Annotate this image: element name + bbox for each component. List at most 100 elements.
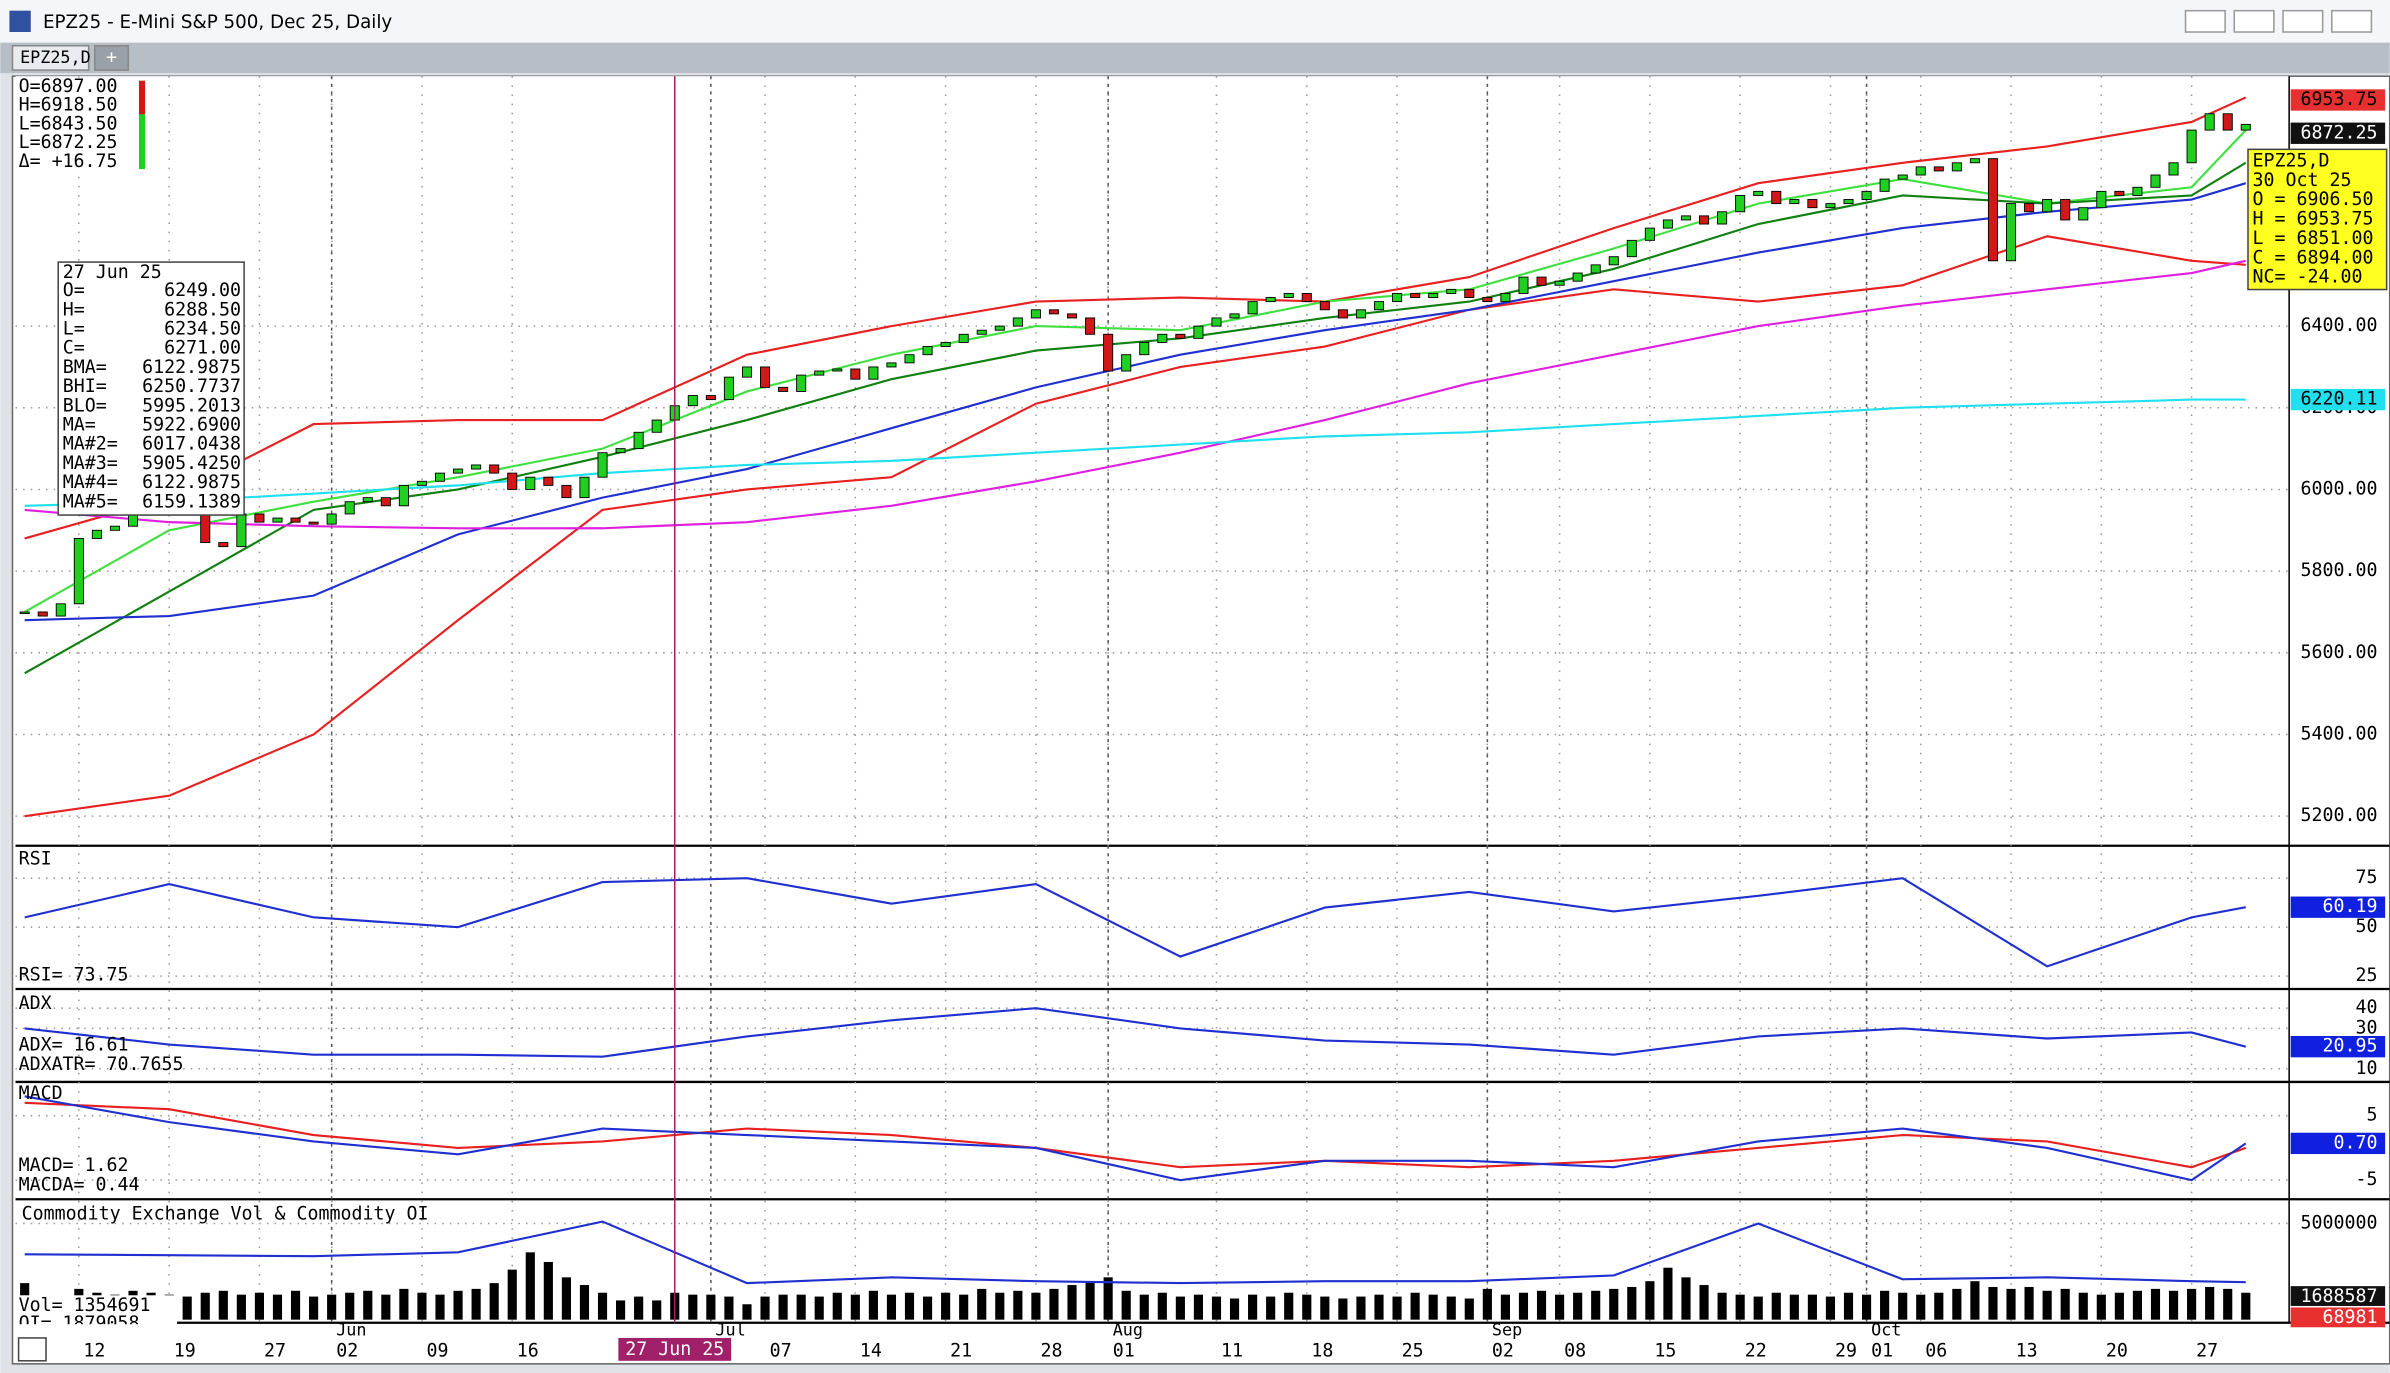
candle bbox=[1446, 288, 1457, 294]
candle bbox=[1355, 309, 1366, 319]
minimize-button[interactable] bbox=[2233, 9, 2275, 33]
volume-bar bbox=[634, 1296, 644, 1320]
last-readout-bg bbox=[2247, 148, 2388, 291]
candle bbox=[2060, 199, 2071, 221]
volume-bar bbox=[1627, 1286, 1637, 1320]
candle bbox=[1319, 301, 1330, 311]
candle bbox=[1753, 190, 1764, 196]
volume-bar bbox=[525, 1252, 535, 1320]
x-tick-label: 27 bbox=[2196, 1341, 2218, 1362]
volume-bar bbox=[254, 1292, 264, 1320]
cursor-key: H= bbox=[63, 299, 85, 320]
x-tick-label: 11 bbox=[1221, 1341, 1243, 1362]
candle bbox=[1518, 276, 1529, 294]
readout-top: H=6918.50 bbox=[19, 95, 118, 116]
volume-bar bbox=[1211, 1296, 1222, 1320]
candle bbox=[1211, 317, 1222, 327]
volume-bar bbox=[1338, 1298, 1348, 1320]
volume-bar bbox=[1248, 1294, 1258, 1320]
volume-bar bbox=[706, 1294, 716, 1320]
candle bbox=[1301, 292, 1312, 303]
last-readout: C = 6894.00 bbox=[2253, 247, 2374, 268]
volume-bar bbox=[1284, 1292, 1294, 1320]
volume-bar bbox=[2223, 1288, 2233, 1320]
candle bbox=[1283, 292, 1294, 298]
volume-bar bbox=[1103, 1277, 1113, 1320]
volume-bar bbox=[272, 1294, 283, 1320]
panel-title: RSI bbox=[19, 848, 52, 869]
x-tick-label: 02 bbox=[336, 1341, 358, 1362]
candle bbox=[37, 611, 48, 617]
value-tag-label: 68981 bbox=[2323, 1307, 2378, 1328]
indicator-line bbox=[24, 877, 2246, 968]
candle bbox=[615, 448, 626, 454]
candle bbox=[976, 329, 987, 335]
x-month-label: Jun bbox=[336, 1319, 366, 1339]
last-readout: H = 6953.75 bbox=[2253, 209, 2374, 230]
volume-bar bbox=[1392, 1296, 1402, 1320]
candle bbox=[2204, 113, 2215, 131]
volume-bar bbox=[417, 1292, 427, 1320]
candle bbox=[398, 484, 409, 507]
panel bbox=[15, 76, 2290, 843]
candle bbox=[55, 603, 66, 617]
indicator-line bbox=[24, 182, 2247, 622]
link-button[interactable] bbox=[2184, 9, 2226, 33]
close-button[interactable] bbox=[2331, 9, 2373, 33]
candle bbox=[489, 464, 500, 474]
candle bbox=[2240, 123, 2251, 131]
panel bbox=[15, 992, 2290, 1079]
x-tick-label: 16 bbox=[517, 1341, 539, 1362]
volume-bar bbox=[2060, 1288, 2070, 1320]
tab[interactable] bbox=[11, 44, 90, 71]
candle bbox=[705, 395, 716, 401]
volume-bar bbox=[1067, 1285, 1077, 1320]
tab-add[interactable] bbox=[94, 44, 130, 71]
maximize-button[interactable] bbox=[2282, 9, 2324, 33]
volume-bar bbox=[1464, 1298, 1474, 1320]
candle bbox=[561, 484, 572, 499]
candle bbox=[1951, 162, 1962, 172]
candle bbox=[633, 431, 644, 450]
candle bbox=[1644, 227, 1655, 241]
volume-bar bbox=[327, 1294, 337, 1320]
cursor-value: 6122.9875 bbox=[142, 472, 241, 493]
tab-bar bbox=[0, 42, 2390, 74]
panel-readout: ADXATR= 70.7655 bbox=[19, 1054, 184, 1075]
candle bbox=[1680, 215, 1692, 221]
volume-bar bbox=[2078, 1292, 2088, 1320]
y-tick-label: 5 bbox=[2367, 1105, 2378, 1126]
candle bbox=[1048, 309, 1059, 315]
panel bbox=[15, 848, 2290, 986]
candle bbox=[1933, 166, 1944, 172]
panel-readout: RSI= 73.75 bbox=[19, 964, 129, 985]
cursor-key: BMA= bbox=[63, 357, 107, 378]
volume-bar bbox=[814, 1296, 824, 1320]
cursor-value: 6122.9875 bbox=[142, 357, 241, 378]
candle bbox=[1699, 215, 1710, 225]
x-tick-label: 09 bbox=[427, 1341, 449, 1362]
cursor-value: 6234.50 bbox=[164, 318, 241, 339]
volume-bar bbox=[1861, 1294, 1872, 1320]
cursor-readout-bg bbox=[57, 261, 245, 516]
candle bbox=[416, 480, 427, 486]
candle bbox=[2096, 190, 2107, 209]
volume-bar bbox=[1573, 1292, 1583, 1320]
volume-bar bbox=[561, 1277, 571, 1320]
volume-bar bbox=[597, 1292, 608, 1320]
candle bbox=[597, 452, 608, 478]
candle bbox=[760, 366, 771, 388]
readout-color-strip bbox=[138, 80, 146, 115]
x-tick-label: 14 bbox=[860, 1341, 882, 1362]
volume-bar bbox=[381, 1294, 391, 1320]
candle bbox=[1590, 264, 1601, 274]
last-readout: EPZ25,D bbox=[2253, 151, 2330, 172]
volume-bar bbox=[471, 1288, 481, 1320]
volume-bar bbox=[2187, 1288, 2197, 1320]
price-tag bbox=[2290, 388, 2386, 411]
candle bbox=[904, 354, 915, 364]
candle bbox=[19, 611, 30, 614]
volume-bar bbox=[1663, 1267, 1673, 1320]
candle bbox=[579, 476, 590, 499]
candle bbox=[1175, 333, 1186, 339]
